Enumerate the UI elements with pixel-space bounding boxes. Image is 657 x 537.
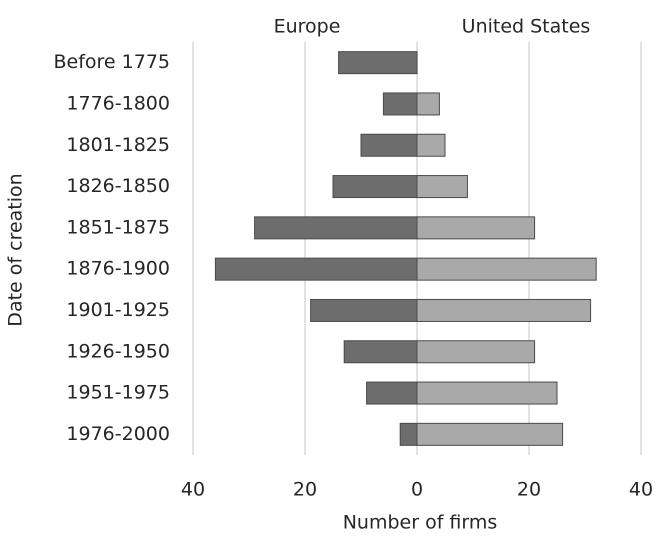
bar — [214, 257, 418, 281]
x-tick-label: 20 — [517, 479, 541, 501]
y-tick-label: 1851-1875 — [66, 216, 170, 238]
bar — [343, 340, 418, 364]
y-tick-label: 1901-1925 — [66, 299, 170, 321]
bar — [416, 175, 468, 199]
x-axis-label: Number of firms — [343, 512, 498, 534]
y-tick-label: 1801-1825 — [66, 134, 170, 156]
bar — [338, 51, 418, 75]
y-tick-label: Before 1775 — [53, 51, 170, 73]
bar — [382, 92, 418, 116]
bar — [366, 381, 418, 405]
x-tick-label: 0 — [411, 479, 423, 501]
bar — [332, 175, 418, 199]
bar — [310, 298, 418, 322]
x-tick-label: 20 — [293, 479, 317, 501]
bar — [416, 422, 564, 446]
bar — [254, 216, 418, 240]
bar — [416, 381, 558, 405]
bar — [416, 340, 536, 364]
y-tick-label: 1776-1800 — [66, 92, 170, 114]
bar — [399, 422, 418, 446]
y-tick-label: 1926-1950 — [66, 340, 170, 362]
y-axis-label: Date of creation — [5, 173, 27, 326]
bar — [416, 257, 597, 281]
y-tick-label: 1876-1900 — [66, 258, 170, 280]
y-tick-label: 1976-2000 — [66, 423, 170, 445]
x-tick-label: 40 — [629, 479, 653, 501]
y-tick-label: 1826-1850 — [66, 175, 170, 197]
bar — [416, 298, 592, 322]
legend-label: United States — [462, 16, 591, 38]
x-tick-label: 40 — [181, 479, 205, 501]
bar — [416, 133, 446, 157]
bar — [416, 92, 440, 116]
bar — [360, 133, 418, 157]
legend-label: Europe — [274, 16, 341, 38]
y-tick-label: 1951-1975 — [66, 382, 170, 404]
bar — [416, 216, 536, 240]
